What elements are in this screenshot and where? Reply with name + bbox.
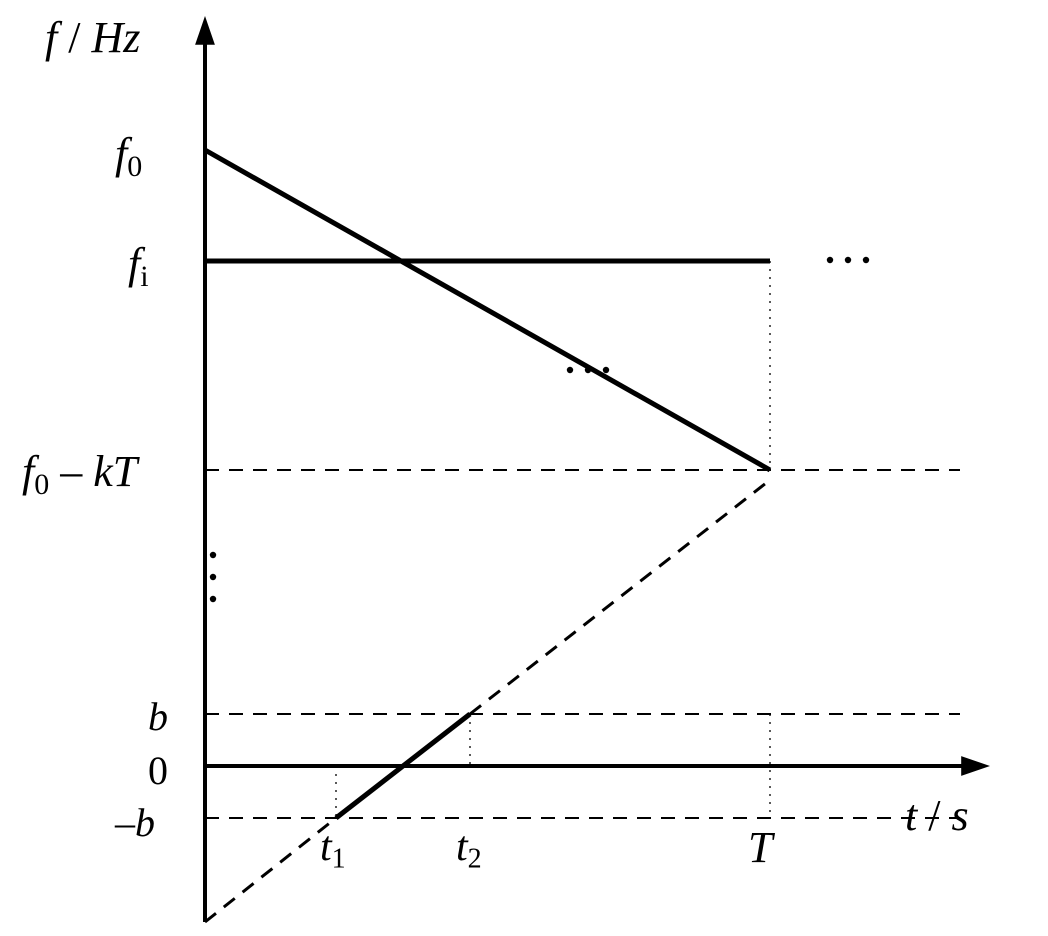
ylabel-fi: fi	[128, 239, 149, 293]
ylabel-f0: f0	[115, 129, 142, 183]
y-axis-label: f / Hz	[45, 13, 140, 62]
ylabel-f0-minus-kT: f0 – kT	[22, 447, 141, 501]
line-rising_dash_lower	[205, 818, 336, 922]
xlabel-T: T	[748, 823, 776, 872]
ellipsis-mid-descending	[567, 367, 609, 373]
ylabel-b: b	[148, 694, 168, 739]
ellipsis-vertical	[210, 552, 216, 602]
frequency-time-diagram: f / Hz t / s f0 fi f0 – kT b 0 –b t1 t2 T	[0, 0, 1048, 936]
x-axis-label: t / s	[905, 791, 969, 840]
ellipsis-right-of-fi	[827, 257, 869, 263]
xlabel-t1: t1	[320, 824, 346, 875]
ylabel-neg-b: –b	[114, 800, 155, 845]
line-descending	[205, 150, 770, 470]
ylabel-zero: 0	[148, 748, 168, 793]
xlabel-t2: t2	[456, 824, 482, 875]
line-rising_dash_upper	[470, 480, 770, 714]
